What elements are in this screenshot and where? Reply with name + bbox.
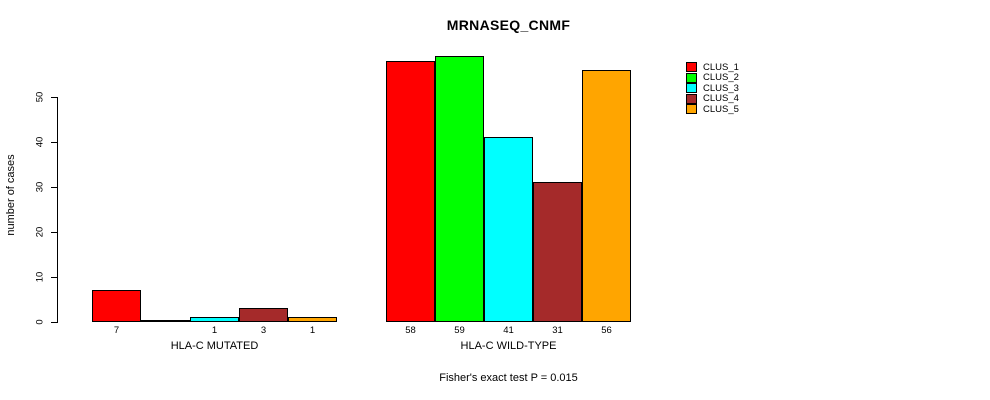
bar-clus_1-group2 [386,61,435,322]
legend-item: CLUS_1 [686,62,739,73]
y-axis-title: number of cases [5,154,17,236]
bar-clus_3-group2 [484,137,533,322]
bar-clus_2-group2 [435,56,484,322]
chart-title: MRNASEQ_CNMF [446,17,571,33]
bar-clus_2-group1-zero [141,320,190,322]
y-axis-tick-label: 10 [34,271,46,283]
bar-clus_5-group2 [582,70,631,322]
y-axis-tick [51,142,58,143]
bar-clus_3-group1 [190,317,239,322]
y-axis-tick-label: 0 [34,319,46,325]
bar-clus_4-group2 [533,182,582,322]
legend-label: CLUS_5 [703,103,739,115]
legend-swatch-clus_5 [686,104,697,115]
legend-label: CLUS_3 [703,82,739,94]
x-axis-group-label: HLA-C WILD-TYPE [460,340,557,352]
bar-value-label: 1 [309,325,316,336]
y-axis-tick [51,187,58,188]
y-axis-tick-label: 40 [34,136,46,148]
y-axis-tick [51,97,58,98]
bar-value-label: 1 [211,325,218,336]
legend-label: CLUS_2 [703,72,739,84]
legend-swatch-clus_3 [686,83,697,94]
legend: CLUS_1 CLUS_2 CLUS_3 CLUS_4 CLUS_5 [686,62,739,115]
legend-item: CLUS_2 [686,72,739,84]
legend-swatch-clus_2 [686,72,697,83]
bar-value-label: 59 [454,325,465,336]
y-axis-tick [51,277,58,278]
bar-value-label: 3 [260,325,267,336]
legend-swatch-clus_4 [686,93,697,104]
legend-item: CLUS_4 [686,93,739,105]
legend-item: CLUS_3 [686,83,739,94]
bar-clus_5-group1 [288,317,337,322]
legend-label: CLUS_4 [703,93,739,105]
bar-value-label: 41 [503,325,514,336]
y-axis-tick-label: 30 [34,181,46,193]
bar-value-label: 56 [601,325,612,336]
legend-swatch-clus_1 [686,62,697,73]
bar-clus_4-group1 [239,308,288,322]
y-axis-tick-label: 50 [34,91,46,103]
bar-value-label: 58 [405,325,416,336]
bar-clus_1-group1 [92,290,141,322]
statistics-annotation: Fisher's exact test P = 0.015 [439,372,578,384]
y-axis-line [57,97,58,323]
bar-value-label: 7 [113,325,120,336]
y-axis-tick [51,322,58,323]
y-axis-tick-label: 20 [34,226,46,238]
legend-label: CLUS_1 [703,61,739,73]
legend-item: CLUS_5 [686,104,739,115]
y-axis-tick [51,232,58,233]
x-axis-group-label: HLA-C MUTATED [170,340,259,352]
bar-value-label: 31 [552,325,563,336]
